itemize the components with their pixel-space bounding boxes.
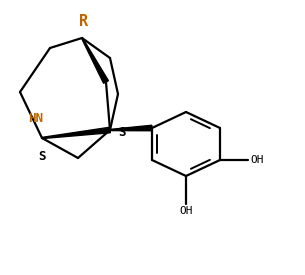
Text: OH: OH — [250, 155, 264, 165]
Polygon shape — [81, 38, 108, 83]
Text: S: S — [118, 125, 125, 139]
Text: S: S — [38, 150, 46, 163]
Text: R: R — [79, 15, 88, 29]
Text: OH: OH — [179, 206, 193, 216]
Polygon shape — [42, 127, 110, 139]
Text: HN: HN — [28, 111, 43, 125]
Polygon shape — [110, 125, 152, 131]
